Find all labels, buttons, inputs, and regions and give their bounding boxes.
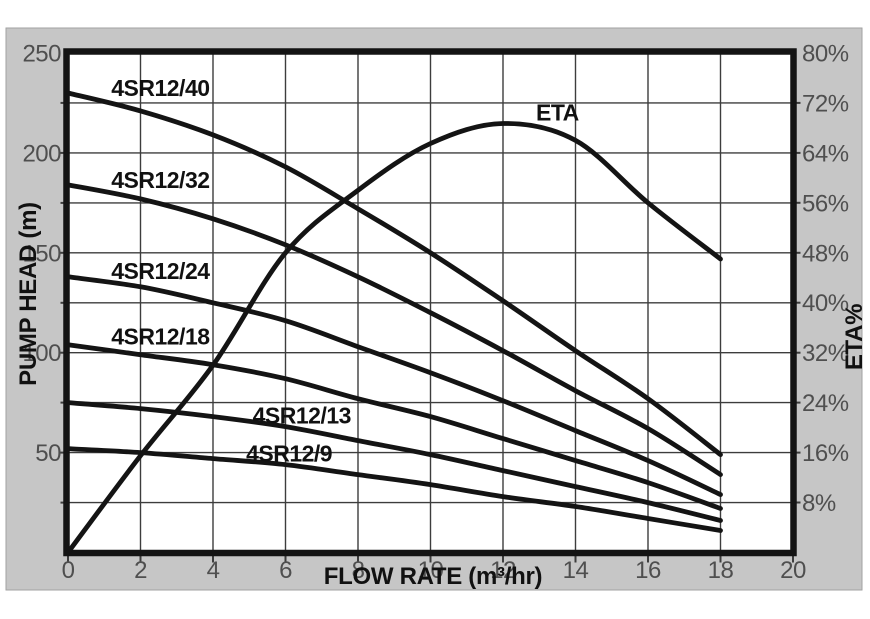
curve-4sr12-32 <box>65 182 723 477</box>
x-tick-label: 14 <box>563 557 589 584</box>
x-tick-label: 20 <box>780 557 806 584</box>
x-tick-label: 8 <box>352 557 365 584</box>
x-tick-label: 0 <box>62 557 75 584</box>
eta-axis-title: ETA% <box>841 304 868 370</box>
eta-tick-label: 8% <box>802 490 836 517</box>
pump-head-tick-label: 200 <box>22 140 61 167</box>
eta-tick-label: 24% <box>802 390 849 417</box>
curve-4sr12-40 <box>65 90 723 457</box>
x-tick-label: 10 <box>418 557 444 584</box>
pump-head-axis-title: PUMP HEAD (m) <box>15 202 42 386</box>
pump-head-tick-label: 250 <box>22 41 61 68</box>
x-tick-label: 6 <box>279 557 292 584</box>
curve-label-4sr12-24: 4SR12/24 <box>111 258 210 284</box>
eta-tick-label: 32% <box>802 340 849 367</box>
x-tick-label: 4 <box>207 557 220 584</box>
pump-head-tick-label: 150 <box>22 240 61 267</box>
pump-head-tick-label: 100 <box>22 340 61 367</box>
eta-tick-label: 40% <box>802 290 849 317</box>
plot-border <box>63 48 797 557</box>
curve-4sr12-18 <box>65 342 723 511</box>
x-axis-title: FLOW RATE (m³/hr) <box>324 563 542 590</box>
eta-tick-label: 72% <box>802 90 849 117</box>
eta-tick-label: 80% <box>802 41 849 68</box>
x-tick-label: 18 <box>708 557 734 584</box>
curve-label-4sr12-13: 4SR12/13 <box>253 403 351 429</box>
pump-head-tick-label: 50 <box>35 440 61 467</box>
x-tick-label: 2 <box>134 557 147 584</box>
curve-4sr12-24 <box>65 274 723 497</box>
curve-label-eta: ETA <box>536 99 579 125</box>
curve-label-4sr12-32: 4SR12/32 <box>111 167 209 193</box>
curve-label-4sr12-40: 4SR12/40 <box>111 75 209 101</box>
x-tick-label: 12 <box>490 557 516 584</box>
eta-tick-label: 64% <box>802 140 849 167</box>
curve-label-4sr12-18: 4SR12/18 <box>111 324 210 350</box>
curve-eta <box>65 121 723 555</box>
eta-tick-label: 16% <box>802 440 849 467</box>
curve-label-4sr12-9: 4SR12/9 <box>246 441 332 467</box>
curve-4sr12-9 <box>65 446 723 533</box>
eta-tick-label: 48% <box>802 240 849 267</box>
x-tick-label: 16 <box>635 557 661 584</box>
eta-tick-label: 56% <box>802 190 849 217</box>
